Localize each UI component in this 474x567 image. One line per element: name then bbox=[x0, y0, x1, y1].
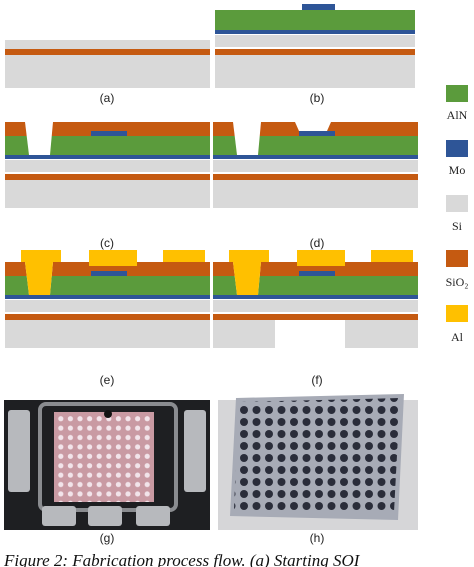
legend: AlN Mo Si SiO₂ Al bbox=[446, 85, 469, 344]
photo-g bbox=[4, 400, 210, 530]
legend-label: SiO₂ bbox=[446, 275, 469, 289]
panel-label: (b) bbox=[310, 91, 325, 105]
panel-e bbox=[5, 250, 210, 348]
panel-f bbox=[213, 250, 418, 348]
caption: Figure 2: Fabrication process flow. (a) … bbox=[3, 551, 361, 567]
legend-swatch bbox=[446, 140, 468, 157]
panel-c bbox=[5, 122, 210, 208]
panel-label: (e) bbox=[100, 373, 115, 387]
legend-swatch bbox=[446, 250, 468, 267]
legend-swatch bbox=[446, 195, 468, 212]
legend-swatch bbox=[446, 305, 468, 322]
legend-label: AlN bbox=[447, 108, 468, 122]
legend-label: Si bbox=[452, 219, 463, 233]
panel-d bbox=[213, 122, 418, 208]
photo-h bbox=[218, 394, 418, 530]
panel-b bbox=[215, 4, 415, 88]
legend-swatch bbox=[446, 85, 468, 102]
panel-label: (g) bbox=[100, 531, 115, 545]
panel-label: (h) bbox=[310, 531, 325, 545]
panel-label: (a) bbox=[100, 91, 115, 105]
panel-label: (c) bbox=[100, 236, 114, 250]
panel-label: (f) bbox=[311, 373, 322, 387]
legend-label: Mo bbox=[449, 163, 466, 177]
panel-label: (d) bbox=[310, 236, 325, 250]
legend-label: Al bbox=[451, 330, 464, 344]
panel-a bbox=[5, 40, 210, 88]
